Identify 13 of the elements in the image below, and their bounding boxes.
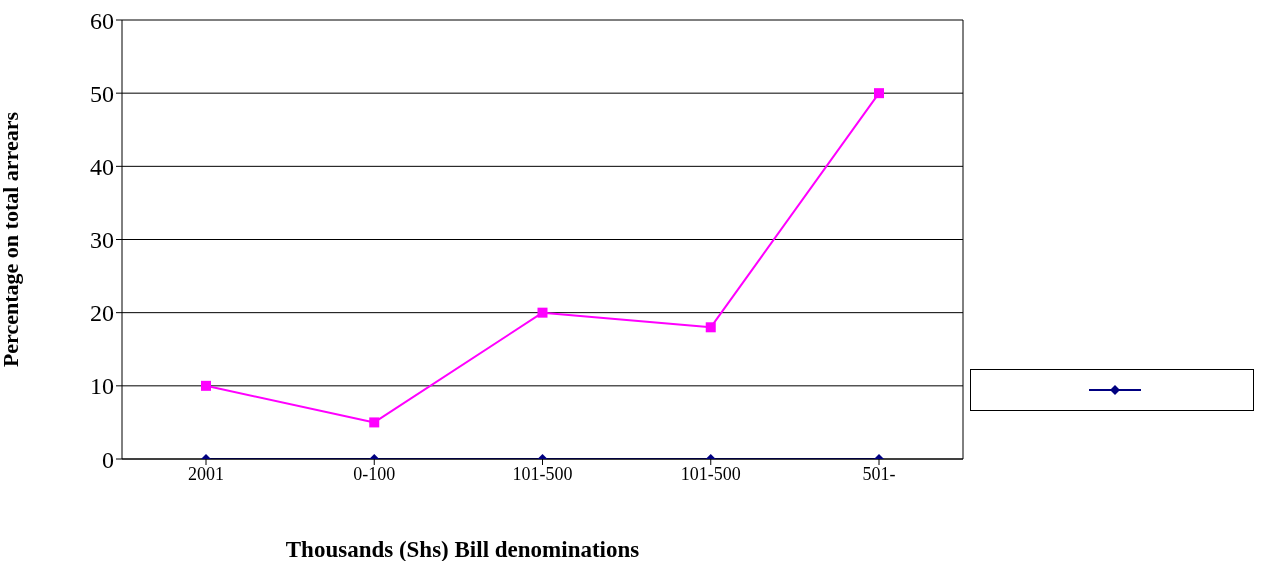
y-tick-label: 30: [90, 227, 114, 254]
x-tick-label: 2001: [188, 463, 224, 484]
x-tick-label: 501-: [862, 463, 896, 484]
y-axis-title: Percentage on total arrears: [0, 111, 23, 368]
y-tick-label: 20: [90, 300, 114, 327]
y-tick-label: 50: [90, 80, 114, 107]
x-tick-label: 101-500: [512, 463, 573, 484]
y-tick-label: 0: [102, 446, 114, 473]
x-tick-label: 101-500: [680, 463, 741, 484]
y-tick-label: 10: [90, 373, 114, 400]
y-tick-label: 60: [90, 7, 114, 34]
y-tick-label: 40: [90, 153, 114, 180]
x-tick-label: 0-100: [353, 463, 396, 484]
